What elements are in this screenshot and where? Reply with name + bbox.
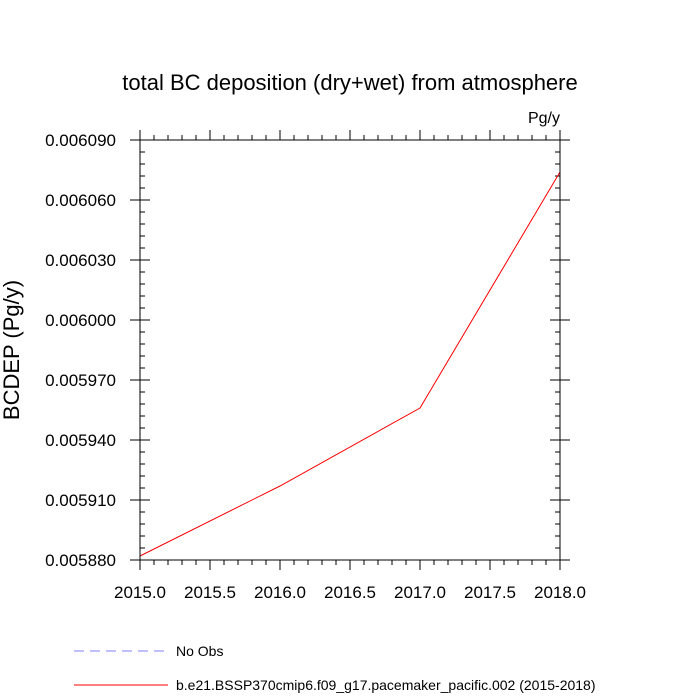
y-tick-label: 0.006000	[45, 311, 116, 330]
x-tick-label: 2015.0	[114, 583, 166, 602]
y-tick-label: 0.005910	[45, 491, 116, 510]
chart-title: total BC deposition (dry+wet) from atmos…	[122, 70, 577, 95]
y-tick-labels: 0.005880 0.005910 0.005940 0.005970 0.006000…	[45, 131, 116, 570]
x-tick-label: 2015.5	[184, 583, 236, 602]
y-tick-label: 0.005880	[45, 551, 116, 570]
x-tick-label: 2017.0	[394, 583, 446, 602]
y-ticks	[130, 139, 570, 561]
x-tick-label: 2016.0	[254, 583, 306, 602]
x-tick-label: 2016.5	[324, 583, 376, 602]
y-tick-label: 0.006060	[45, 191, 116, 210]
plot-frame	[139, 139, 561, 561]
y-axis-label: BCDEP (Pg/y)	[0, 280, 24, 420]
legend: No Obs b.e21.BSSP370cmip6.f09_g17.pacema…	[74, 643, 596, 693]
series-line	[139, 171, 561, 557]
legend-label-series: b.e21.BSSP370cmip6.f09_g17.pacemaker_pac…	[176, 677, 596, 693]
legend-label-no-obs: No Obs	[176, 643, 223, 659]
x-tick-label: 2017.5	[464, 583, 516, 602]
y-tick-label: 0.005970	[45, 371, 116, 390]
units-label: Pg/y	[528, 110, 560, 127]
x-ticks	[139, 130, 561, 570]
y-tick-label: 0.006090	[45, 131, 116, 150]
x-tick-labels: 2015.0 2015.5 2016.0 2016.5 2017.0 2017.5 2018…	[114, 583, 586, 602]
y-tick-label: 0.006030	[45, 251, 116, 270]
x-tick-label: 2018.0	[534, 583, 586, 602]
y-tick-label: 0.005940	[45, 431, 116, 450]
series-layer	[139, 171, 561, 557]
